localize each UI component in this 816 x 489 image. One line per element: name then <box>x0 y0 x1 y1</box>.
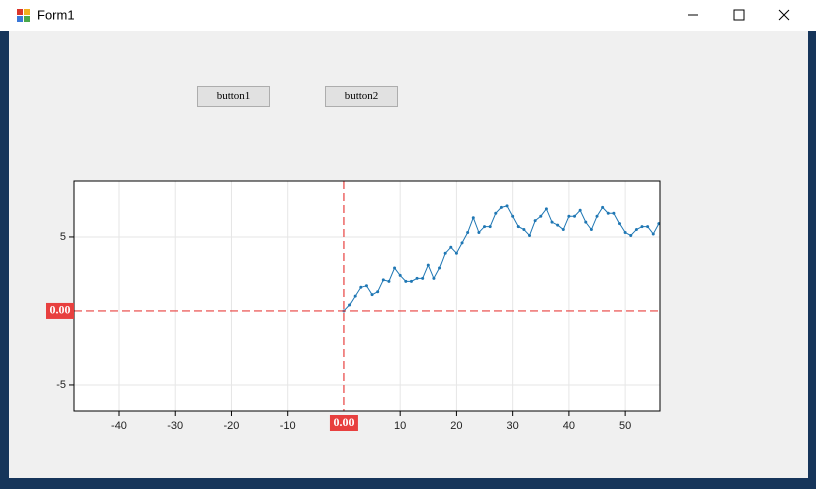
app-icon <box>24 9 30 15</box>
app-icon <box>17 9 23 15</box>
cursor-label-box <box>329 415 358 431</box>
x-tick-label: 20 <box>450 420 462 432</box>
data-point <box>539 214 543 218</box>
data-point <box>544 207 548 211</box>
app-icon <box>17 16 23 22</box>
plot-border <box>73 180 661 412</box>
cursor-y-label: 0.00 <box>50 303 71 317</box>
x-tick-label: -30 <box>167 420 183 432</box>
data-point <box>499 205 503 209</box>
data-point <box>516 225 520 229</box>
x-tick-label: 40 <box>563 420 575 432</box>
data-point <box>432 276 436 280</box>
cursor-x-label: 0.00 <box>333 415 354 429</box>
cursor-label-box <box>46 302 74 319</box>
data-point <box>443 251 447 255</box>
x-tick-label: -40 <box>111 420 127 432</box>
data-point <box>578 208 582 212</box>
x-tick-label: 30 <box>507 420 519 432</box>
x-tick-label: -20 <box>224 420 240 432</box>
data-point <box>398 273 402 277</box>
data-point <box>612 211 616 215</box>
data-point <box>454 251 458 255</box>
data-point <box>556 223 560 227</box>
button[interactable] <box>325 86 398 107</box>
data-point <box>415 276 419 280</box>
data-point <box>381 278 385 282</box>
maximize-button[interactable] <box>733 9 745 21</box>
plot-area <box>74 181 660 411</box>
data-point <box>359 285 363 289</box>
data-point <box>404 279 408 283</box>
data-point <box>651 232 655 236</box>
data-point <box>550 220 554 224</box>
data-point <box>629 233 633 237</box>
data-point <box>606 211 610 215</box>
data-point <box>376 290 380 294</box>
x-tick-label: 10 <box>394 420 406 432</box>
data-point <box>421 276 425 280</box>
data-point <box>646 225 650 229</box>
data-point <box>640 225 644 229</box>
data-point <box>348 303 352 307</box>
plot: -40 -30 -20 -10 10 20 30 40 50 -5 5 <box>56 181 661 432</box>
title-bar <box>0 0 816 31</box>
data-point <box>364 284 368 288</box>
window-title: Form1 <box>37 7 75 22</box>
y-tick-label: -5 <box>56 379 66 391</box>
data-point <box>595 214 599 218</box>
data-point <box>533 219 537 223</box>
data-point <box>505 204 509 208</box>
data-point <box>370 293 374 297</box>
app-icon <box>24 16 30 22</box>
data-point <box>589 228 593 232</box>
button-label[interactable]: button2 <box>345 90 379 102</box>
data-point <box>634 228 638 232</box>
data-point <box>409 279 413 283</box>
close-button[interactable] <box>778 9 790 21</box>
data-point <box>584 220 588 224</box>
y-tick-label: 5 <box>60 231 66 243</box>
x-tick-label: 50 <box>619 420 631 432</box>
data-point <box>353 294 357 298</box>
data-point <box>460 241 464 245</box>
x-tick-label: -10 <box>280 420 296 432</box>
data-point <box>393 266 397 270</box>
data-point <box>567 214 571 218</box>
data-point <box>601 205 605 209</box>
data-point <box>528 233 532 237</box>
data-point <box>522 228 526 232</box>
data-point <box>477 231 481 235</box>
data-point <box>387 279 391 283</box>
data-point <box>426 263 430 267</box>
data-point <box>511 214 515 218</box>
data-point <box>494 211 498 215</box>
button-label[interactable]: button1 <box>217 90 251 102</box>
button[interactable] <box>197 86 270 107</box>
data-point <box>466 231 470 235</box>
data-point <box>438 266 442 270</box>
data-point <box>483 225 487 229</box>
data-point <box>561 228 565 232</box>
data-point <box>618 222 622 226</box>
data-point <box>488 225 492 229</box>
data-point <box>573 214 577 218</box>
data-point <box>449 245 453 249</box>
data-point <box>471 216 475 220</box>
data-point <box>623 231 627 235</box>
